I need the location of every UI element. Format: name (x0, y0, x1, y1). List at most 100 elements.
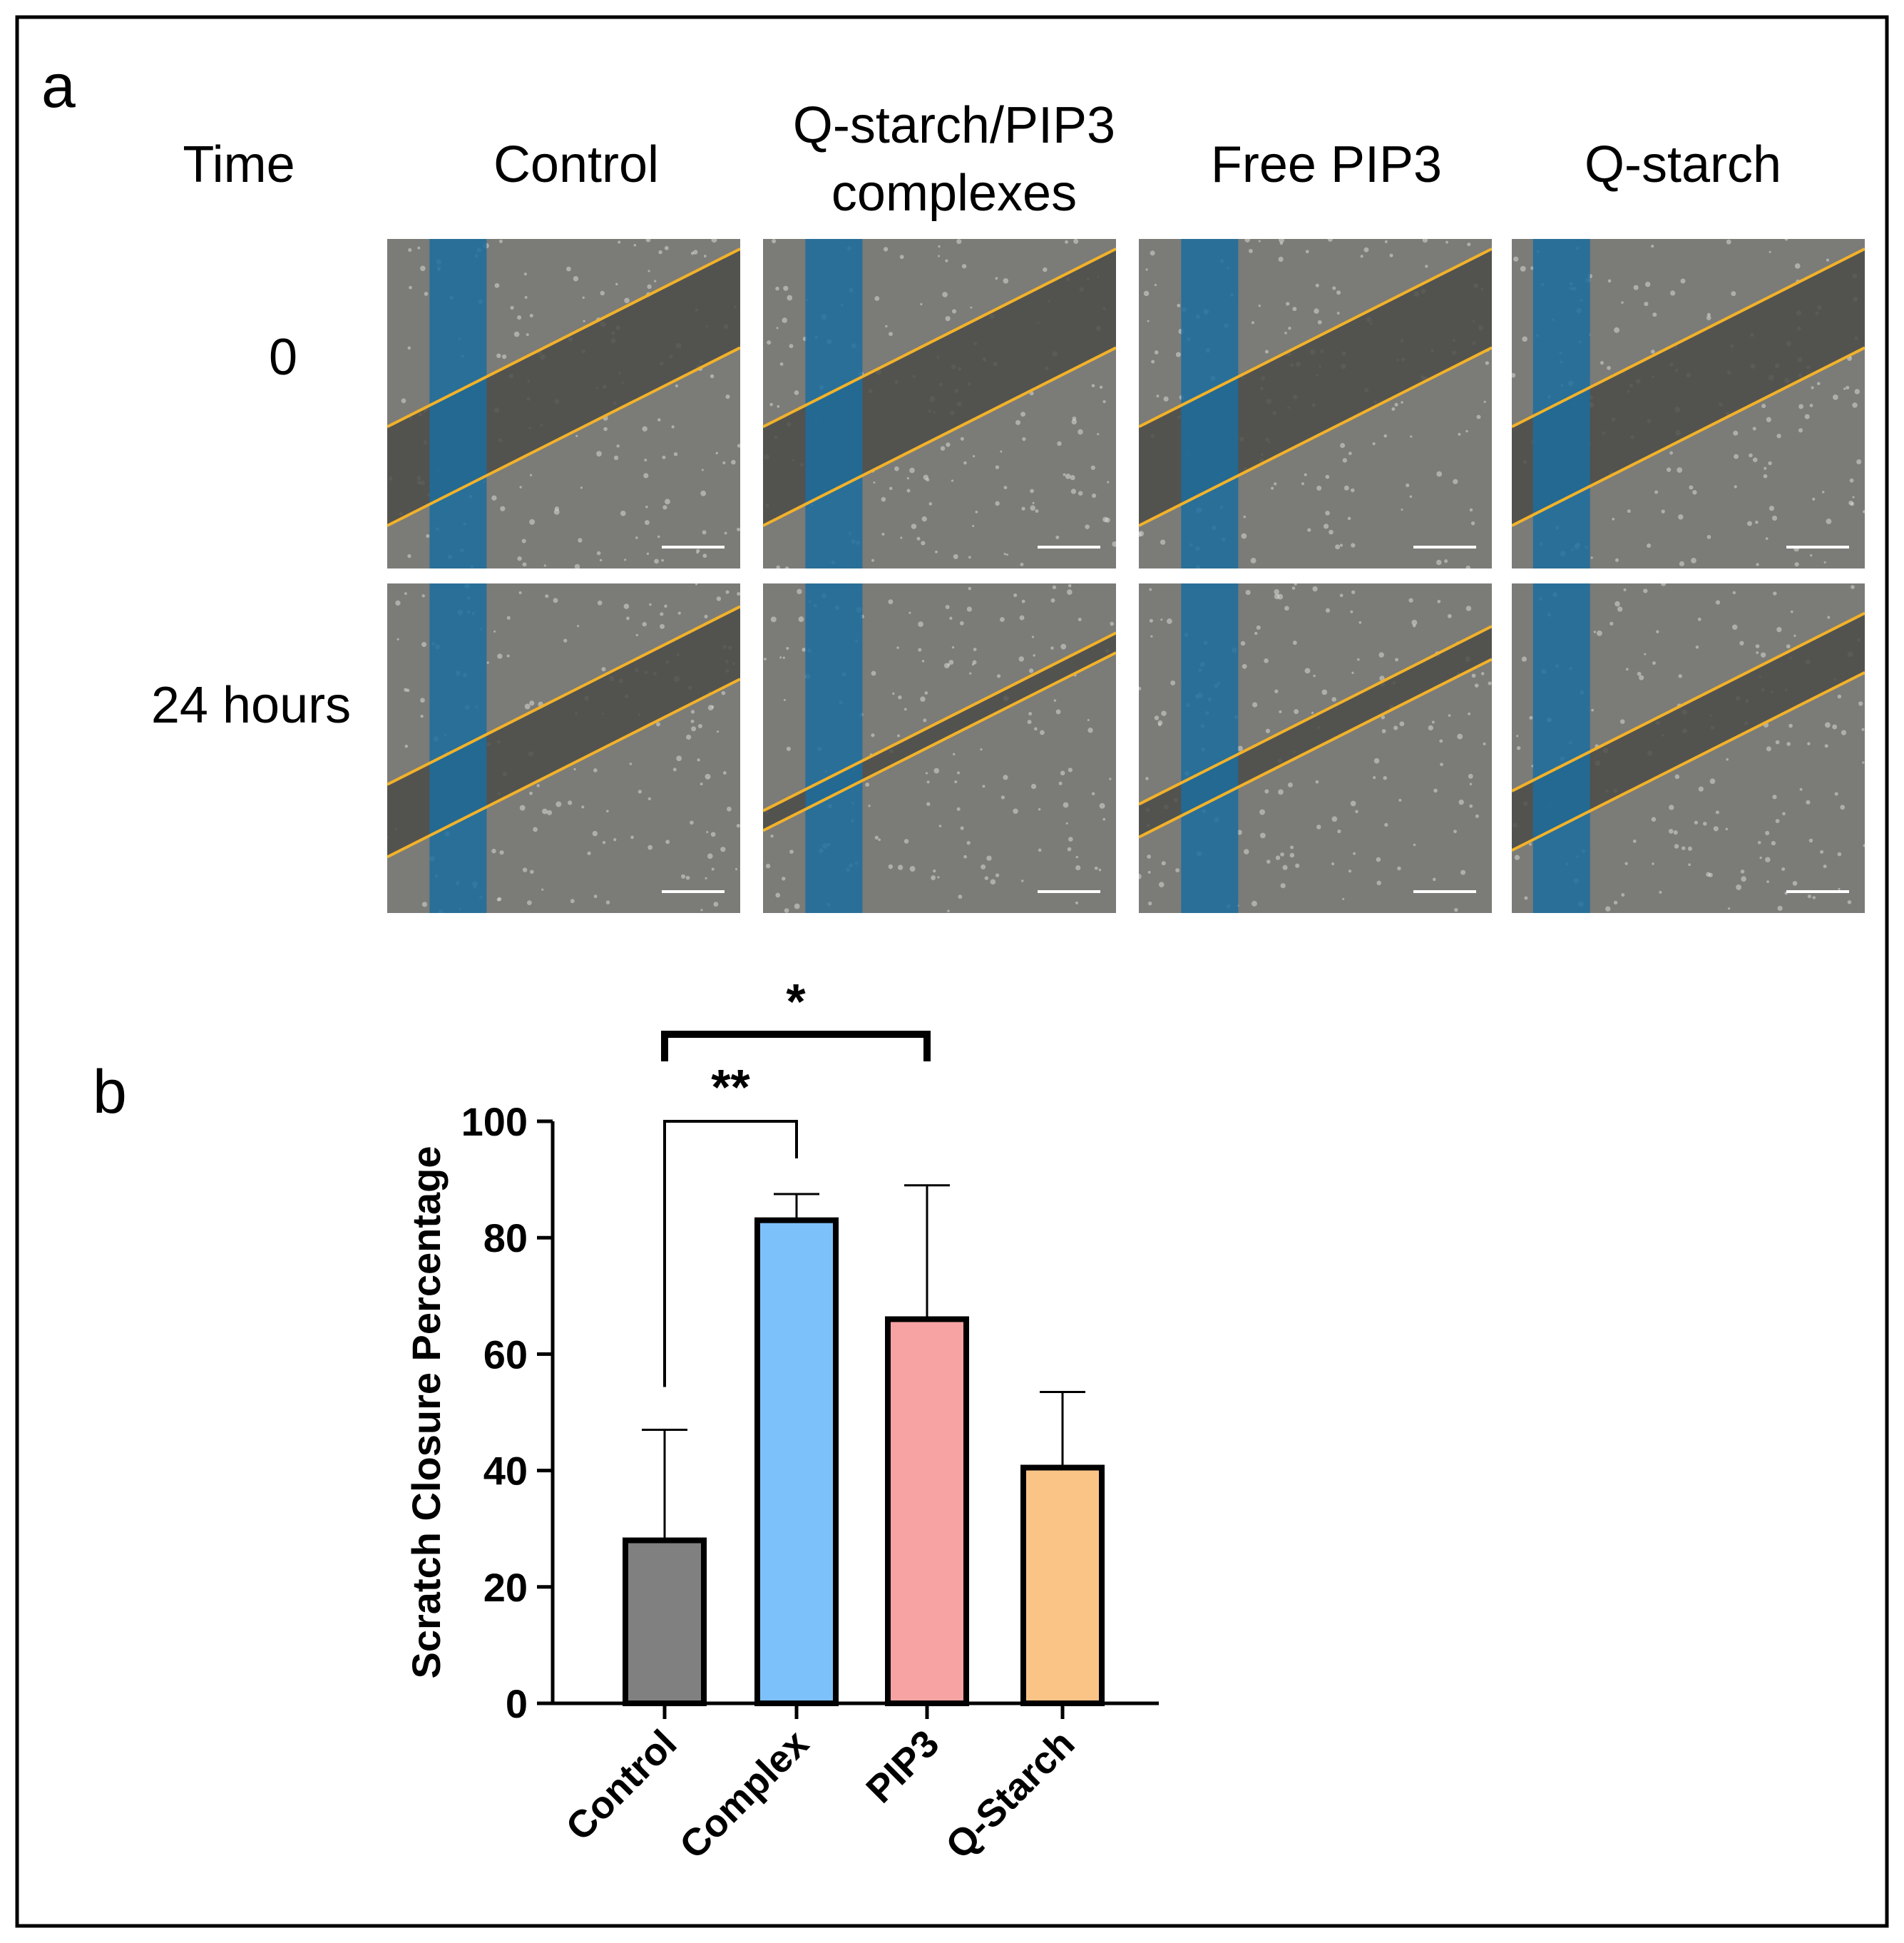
cell-speckle (1288, 327, 1291, 330)
cell-speckle (1623, 588, 1627, 591)
cell-speckle (1799, 787, 1803, 791)
cell-speckle (897, 734, 900, 738)
cell-speckle (1397, 866, 1401, 871)
cell-speckle (1644, 653, 1647, 656)
cell-speckle (1350, 800, 1356, 807)
micrograph-grid (387, 239, 1865, 913)
cell-speckle (943, 663, 950, 669)
cell-speckle (1243, 849, 1249, 855)
cell-speckle (1351, 488, 1355, 493)
cell-speckle (592, 830, 598, 837)
cell-speckle (1524, 896, 1528, 900)
cell-speckle (1358, 621, 1362, 624)
x-tick-label-q-starch: Q-Starch (938, 1722, 1083, 1867)
cell-speckle (1065, 240, 1068, 244)
cell-speckle (1295, 863, 1300, 868)
scratch-edge-lower (387, 346, 740, 527)
cell-speckle (972, 524, 975, 527)
cell-speckle (909, 467, 915, 474)
cell-speckle (1151, 359, 1155, 364)
cell-speckle (1067, 847, 1072, 852)
cell-speckle (1068, 767, 1073, 772)
cell-speckle (966, 606, 972, 612)
cell-speckle (1798, 404, 1803, 409)
cell-speckle (937, 876, 940, 879)
cell-speckle (1053, 699, 1057, 702)
cell-speckle (956, 807, 961, 811)
cell-speckle (1755, 520, 1759, 524)
cell-speckle (1706, 534, 1711, 539)
cell-speckle (1826, 258, 1830, 262)
cell-speckle (960, 826, 964, 830)
micrograph-q-starch-pip3-complexes-t0 (763, 239, 1116, 568)
cell-speckle (789, 344, 794, 349)
cell-speckle (1812, 497, 1816, 501)
cell-speckle (566, 266, 571, 272)
cell-speckle (625, 616, 630, 621)
cell-speckle (1154, 283, 1157, 287)
cell-speckle (1694, 820, 1699, 825)
cell-speckle (794, 903, 800, 909)
cell-speckle (1652, 862, 1654, 865)
cell-speckle (722, 461, 726, 465)
cell-speckle (721, 690, 726, 695)
cell-speckle (691, 726, 697, 732)
cell-speckle (1862, 510, 1865, 514)
cell-speckle (599, 559, 603, 562)
cell-speckle (1841, 730, 1847, 735)
cell-speckle (1068, 837, 1073, 842)
cell-speckle (1529, 715, 1533, 720)
scale-bar (662, 890, 725, 893)
cell-speckle (716, 596, 722, 601)
cell-speckle (1304, 473, 1307, 476)
cell-speckle (966, 840, 971, 845)
cell-speckle (1244, 239, 1250, 243)
cell-speckle (1091, 493, 1097, 499)
cell-speckle (1139, 686, 1142, 690)
cell-speckle (881, 532, 885, 536)
cell-speckle (926, 780, 930, 784)
blue-marker-stripe (1532, 239, 1590, 568)
cell-speckle (883, 247, 889, 252)
cell-speckle (506, 616, 511, 620)
cell-speckle (909, 611, 911, 614)
cell-speckle (1161, 861, 1166, 866)
cell-speckle (1357, 658, 1360, 661)
cell-speckle (963, 461, 967, 465)
cell-speckle (871, 670, 876, 676)
cell-speckle (1752, 427, 1756, 431)
cell-speckle (1687, 846, 1692, 851)
cell-speckle (543, 564, 546, 567)
cell-speckle (724, 531, 727, 535)
cell-speckle (522, 562, 527, 567)
cell-speckle (491, 848, 496, 854)
cell-speckle (794, 390, 799, 395)
cell-speckle (797, 588, 802, 595)
cell-speckle (1139, 531, 1142, 537)
cell-speckle (874, 835, 879, 840)
cell-speckle (921, 541, 926, 546)
cell-speckle (715, 452, 718, 455)
cell-speckle (1351, 671, 1354, 674)
cell-speckle (1389, 253, 1393, 257)
cell-speckle (602, 840, 606, 845)
cell-speckle (563, 638, 568, 643)
cell-speckle (1817, 382, 1821, 386)
cell-speckle (716, 730, 720, 733)
cell-speckle (1820, 850, 1824, 854)
cell-speckle (1597, 630, 1602, 636)
cell-speckle (924, 691, 928, 695)
cell-speckle (1614, 601, 1620, 607)
cell-speckle (1060, 770, 1065, 776)
cell-speckle (1709, 778, 1716, 785)
cell-speckle (702, 530, 707, 535)
cell-speckle (937, 255, 941, 257)
micrograph-control-t24hours (387, 583, 740, 913)
cell-speckle (1833, 394, 1838, 400)
cell-speckle (1766, 746, 1771, 752)
cell-speckle (1286, 302, 1290, 306)
cell-speckle (1625, 668, 1629, 671)
blue-marker-stripe (1181, 583, 1239, 913)
cell-speckle (918, 621, 923, 628)
cell-speckle (1376, 880, 1381, 886)
